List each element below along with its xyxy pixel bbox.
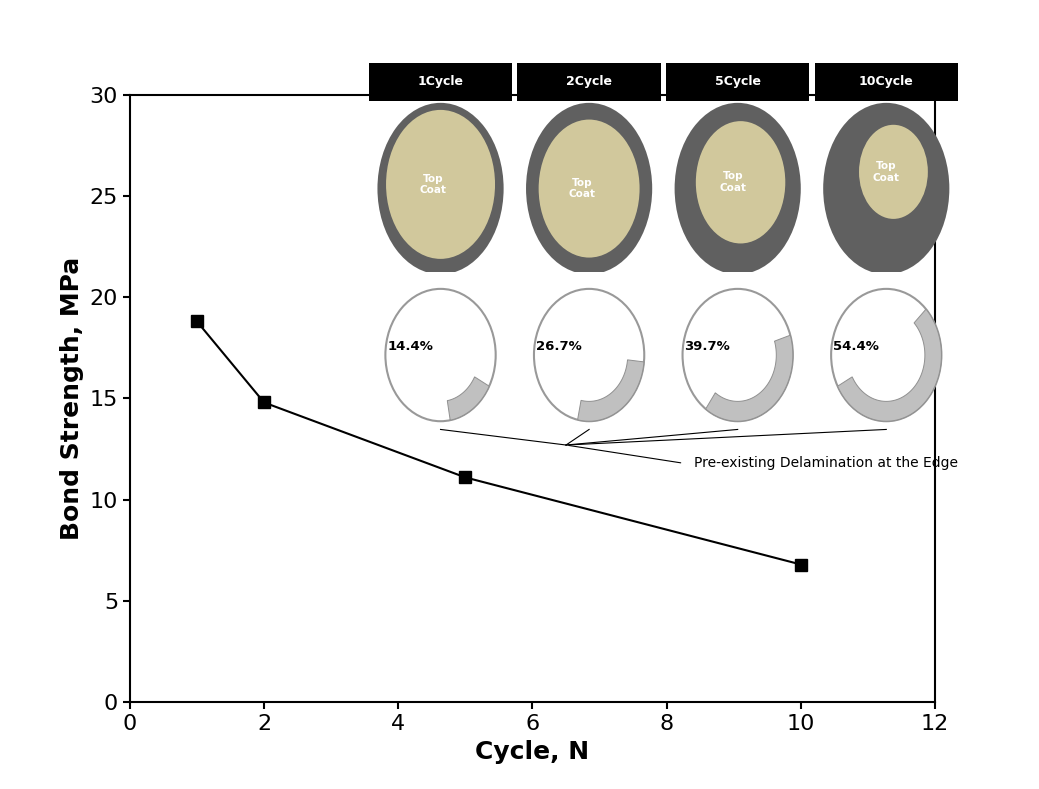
Y-axis label: Bond Strength, MPa: Bond Strength, MPa [60, 257, 84, 540]
Text: 1Cycle: 1Cycle [418, 76, 463, 88]
Text: Pre-existing Delamination at the Edge: Pre-existing Delamination at the Edge [694, 456, 958, 470]
Ellipse shape [377, 103, 504, 275]
Polygon shape [448, 377, 489, 421]
Ellipse shape [538, 120, 640, 257]
Ellipse shape [526, 103, 652, 275]
Text: Top
Coat: Top Coat [873, 161, 900, 182]
Text: 26.7%: 26.7% [536, 340, 582, 353]
Text: 2Cycle: 2Cycle [566, 76, 612, 88]
Text: Top
Coat: Top Coat [720, 171, 747, 193]
Text: 5Cycle: 5Cycle [715, 76, 761, 88]
Text: 14.4%: 14.4% [388, 340, 433, 353]
Text: Top
Coat: Top Coat [568, 178, 595, 200]
X-axis label: Cycle, N: Cycle, N [476, 739, 589, 764]
Text: 54.4%: 54.4% [833, 340, 879, 353]
Ellipse shape [674, 103, 801, 275]
Bar [517, 63, 661, 101]
Ellipse shape [859, 125, 928, 219]
Text: 39.7%: 39.7% [685, 340, 730, 353]
Bar [369, 63, 512, 101]
Ellipse shape [387, 110, 495, 259]
Text: Top
Coat: Top Coat [420, 174, 447, 195]
Polygon shape [837, 309, 941, 421]
Ellipse shape [696, 122, 785, 244]
Text: 10Cycle: 10Cycle [859, 76, 913, 88]
Bar [666, 63, 809, 101]
Ellipse shape [823, 103, 950, 275]
Bar [815, 63, 958, 101]
Polygon shape [705, 335, 793, 421]
Polygon shape [578, 360, 644, 421]
